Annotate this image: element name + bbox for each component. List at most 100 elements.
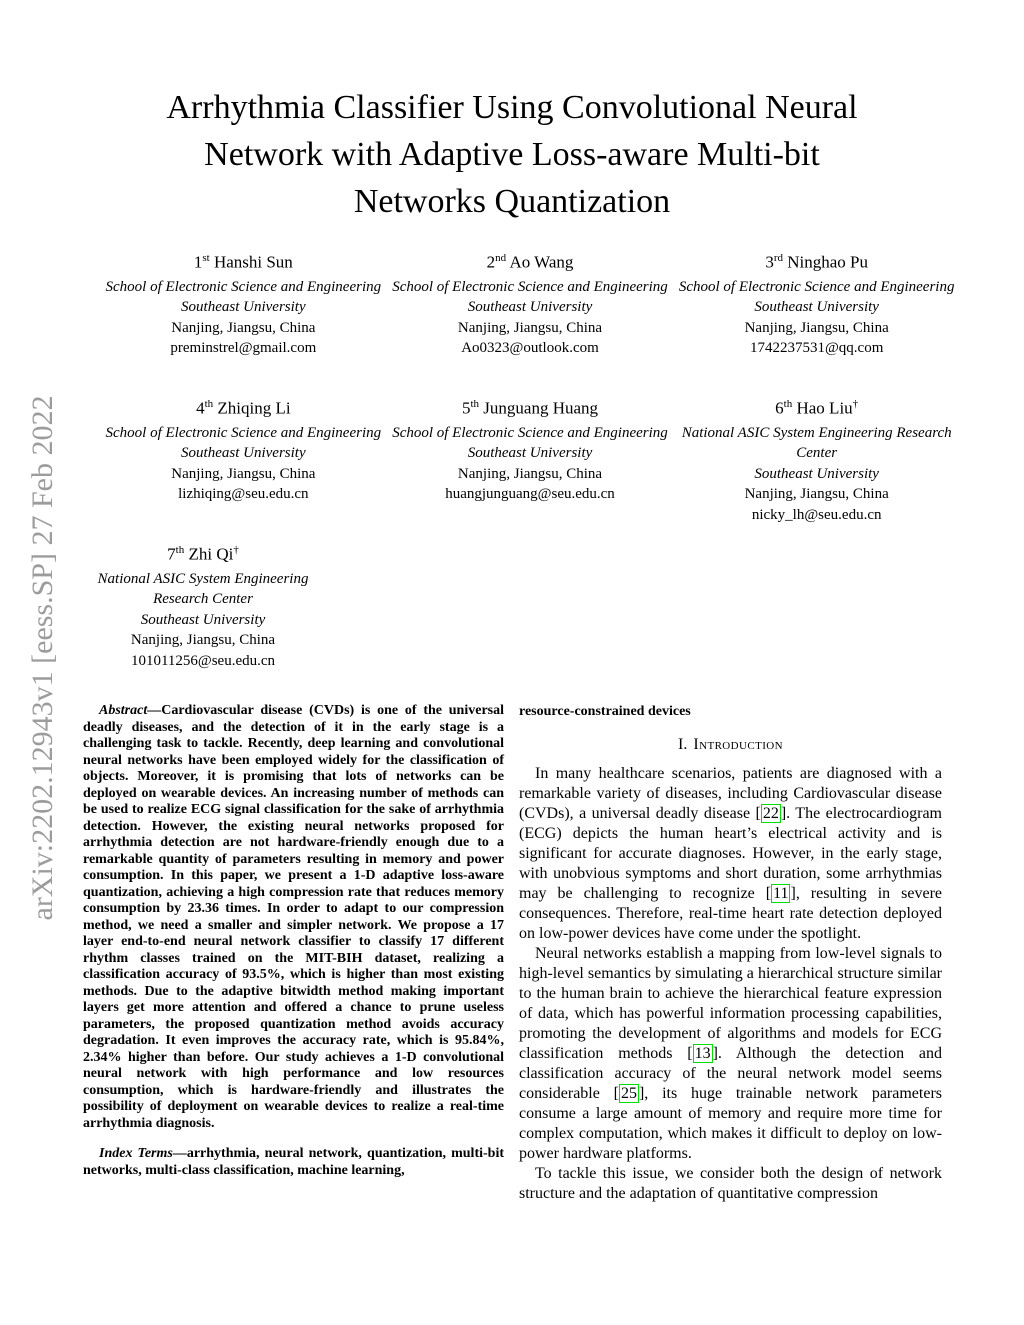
author-email: lizhiqing@seu.edu.cn — [178, 486, 309, 503]
author-university: Southeast University — [181, 445, 306, 462]
author-university: Southeast University — [467, 445, 593, 462]
citation-link[interactable]: [11] — [766, 884, 796, 903]
author-location: Nanjing, Jiangsu, China — [171, 319, 316, 336]
paper-title-line: Networks Quantization — [353, 183, 671, 220]
author-block: 1st Hanshi Sun School of Electronic Scie… — [100, 246, 387, 359]
author-affiliation: School of Electronic Science and Enginee… — [392, 278, 668, 295]
index-terms-continuation: resource-constrained devices — [519, 704, 691, 719]
intro-paragraph-1: In many healthcare scenarios, patients a… — [519, 764, 942, 944]
author-university: Southeast University — [140, 611, 266, 628]
author-dagger: † — [233, 544, 239, 556]
section-number: I. — [678, 736, 688, 753]
section-heading-introduction: I. Introduction — [519, 736, 942, 754]
author-location: Nanjing, Jiangsu, China — [457, 319, 603, 336]
author-affiliation: School of Electronic Science and Enginee… — [678, 278, 955, 295]
index-terms-label: Index Terms— — [99, 1146, 187, 1161]
paragraph-text: . Although the detection and classificat… — [519, 1045, 942, 1102]
author-ordinal-suffix: rd — [773, 252, 784, 264]
paragraph-text: , its huge trainable network parameters … — [519, 1085, 942, 1162]
author-dagger: † — [852, 398, 859, 410]
left-column: Abstract—Cardiovascular disease (CVDs) i… — [83, 703, 504, 1179]
index-terms-text: arrhythmia, neural network, quantization… — [83, 1146, 504, 1178]
author-university: Southeast University — [467, 299, 593, 316]
intro-paragraph-2: Neural networks establish a mapping from… — [519, 944, 942, 1164]
abstract: Abstract—Cardiovascular disease (CVDs) i… — [83, 703, 504, 1132]
citation-link[interactable]: [13] — [687, 1044, 718, 1063]
author-university: Southeast University — [754, 465, 879, 482]
author-ordinal: 6 — [775, 398, 784, 418]
author-location: Nanjing, Jiangsu, China — [744, 486, 889, 503]
paper-title-line: Network with Adaptive Loss-aware Multi-b… — [204, 136, 820, 173]
citation-number[interactable]: 25 — [618, 1084, 639, 1103]
author-block: 7th Zhi Qi† National ASIC System Enginee… — [83, 538, 323, 671]
author-ordinal-suffix: st — [202, 252, 210, 264]
citation-bracket: [ — [755, 805, 761, 822]
paragraph-text: To tackle this issue, we consider both t… — [519, 1165, 942, 1202]
author-affiliation: School of Electronic Science and Enginee… — [105, 424, 382, 441]
author-ordinal: 4 — [196, 398, 205, 418]
author-affiliation: National ASIC System Engineering Researc… — [97, 570, 309, 608]
citation-bracket: [ — [613, 1085, 619, 1102]
author-name: 3rd Ninghao Pu — [673, 246, 960, 275]
abstract-text: Cardiovascular disease (CVDs) is one of … — [83, 703, 504, 1131]
author-ordinal: 2 — [486, 252, 496, 272]
author-email: preminstrel@gmail.com — [170, 340, 317, 357]
author-block: 5th Junguang Huang School of Electronic … — [387, 392, 674, 525]
author-ordinal: 7 — [167, 544, 176, 564]
citation-bracket: [ — [765, 885, 772, 902]
section-title: Introduction — [693, 736, 783, 753]
author-location: Nanjing, Jiangsu, China — [171, 465, 316, 482]
author-ordinal-suffix: th — [783, 398, 793, 410]
author-university: Southeast University — [754, 299, 879, 316]
author-name: 4th Zhiqing Li — [100, 392, 387, 421]
paper-title: Arrhythmia Classifier Using Convolutiona… — [0, 84, 1024, 225]
arxiv-watermark: arXiv:2202.12943v1 [eess.SP] 27 Feb 2022 — [26, 395, 59, 921]
citation-number[interactable]: 13 — [692, 1044, 713, 1063]
author-name: 1st Hanshi Sun — [100, 246, 387, 275]
author-name-text: Zhiqing Li — [217, 398, 291, 418]
author-name: 7th Zhi Qi† — [83, 538, 323, 567]
author-name: 2nd Ao Wang — [387, 246, 674, 275]
citation-link[interactable]: [25] — [613, 1084, 645, 1103]
citation-bracket: ] — [638, 1085, 645, 1102]
citation-link[interactable]: [22] — [755, 804, 786, 823]
right-column: resource-constrained devices I. Introduct… — [519, 703, 942, 1204]
paragraph-text: Neural networks establish a mapping from… — [519, 945, 942, 1062]
author-name: 5th Junguang Huang — [387, 392, 674, 421]
author-email: 1742237531@qq.com — [749, 340, 884, 357]
intro-paragraph-3: To tackle this issue, we consider both t… — [519, 1164, 942, 1204]
citation-bracket: ] — [790, 885, 796, 902]
paragraph-text: . The electrocardiogram (ECG) depicts th… — [519, 805, 943, 902]
author-email: huangjunguang@seu.edu.cn — [445, 486, 615, 503]
index-terms: Index Terms—arrhythmia, neural network, … — [83, 1146, 504, 1179]
paper-title-line: Arrhythmia Classifier Using Convolutiona… — [166, 89, 858, 126]
author-block: 2nd Ao Wang School of Electronic Science… — [387, 246, 674, 359]
paragraph-text: In many healthcare scenarios, patients a… — [519, 765, 942, 822]
author-ordinal-suffix: th — [204, 398, 214, 410]
citation-number[interactable]: 22 — [760, 804, 781, 823]
author-affiliation: School of Electronic Science and Enginee… — [392, 424, 668, 441]
author-name-text: Junguang Huang — [483, 398, 599, 418]
author-affiliation: School of Electronic Science and Enginee… — [105, 278, 382, 295]
author-block: 4th Zhiqing Li School of Electronic Scie… — [100, 392, 387, 525]
author-name: 6th Hao Liu† — [673, 392, 960, 421]
paragraph-text: , resulting in severe consequences. Ther… — [519, 885, 943, 942]
author-location: Nanjing, Jiangsu, China — [130, 632, 276, 649]
author-block: 3rd Ninghao Pu School of Electronic Scie… — [673, 246, 960, 359]
author-name-text: Ao Wang — [509, 252, 574, 272]
citation-number[interactable]: 11 — [771, 884, 791, 903]
author-location: Nanjing, Jiangsu, China — [744, 319, 889, 336]
author-ordinal-suffix: th — [175, 544, 185, 556]
author-university: Southeast University — [181, 299, 306, 316]
author-email: Ao0323@outlook.com — [461, 340, 599, 357]
author-name-text: Hanshi Sun — [213, 252, 293, 272]
author-email: 101011256@seu.edu.cn — [130, 652, 276, 669]
author-affiliation: National ASIC System Engineering Researc… — [681, 424, 952, 462]
author-ordinal: 3 — [765, 252, 774, 272]
author-ordinal: 1 — [193, 252, 203, 272]
author-block: 6th Hao Liu† National ASIC System Engine… — [673, 392, 960, 525]
author-location: Nanjing, Jiangsu, China — [457, 465, 603, 482]
author-email: nicky_lh@seu.edu.cn — [751, 506, 882, 523]
author-name-text: Hao Liu — [796, 398, 853, 418]
abstract-label: Abstract— — [99, 703, 162, 718]
